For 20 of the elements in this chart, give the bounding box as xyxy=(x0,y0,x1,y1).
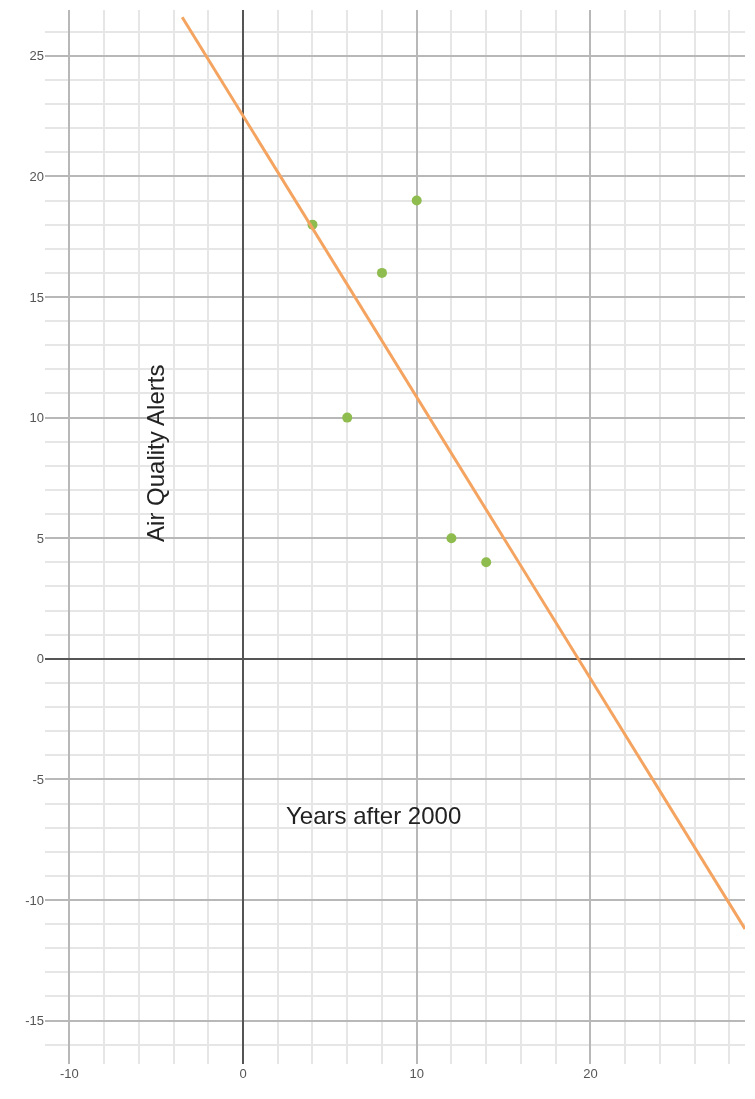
y-axis-title: Air Quality Alerts xyxy=(142,364,170,542)
x-axis-title: Years after 2000 xyxy=(286,802,462,829)
y-tick-label: 15 xyxy=(29,289,44,305)
point xyxy=(481,557,492,568)
point xyxy=(376,267,387,278)
y-tick-label: 25 xyxy=(29,48,44,64)
y-tick-label: 20 xyxy=(29,168,44,184)
y-tick-label: 5 xyxy=(36,530,44,546)
y-tick-label: -10 xyxy=(25,892,44,908)
x-tick-label: -10 xyxy=(59,1066,79,1081)
x-tick-label: 10 xyxy=(409,1066,424,1081)
y-tick-label: -5 xyxy=(32,771,44,787)
point xyxy=(411,195,422,206)
y-tick-label: 0 xyxy=(36,651,44,667)
point xyxy=(446,533,457,544)
y-tick-label: 10 xyxy=(29,410,44,426)
point xyxy=(342,412,353,423)
y-tick-label: -15 xyxy=(25,1013,44,1029)
x-tick-label: 0 xyxy=(239,1066,247,1081)
x-tick-label: 20 xyxy=(583,1066,598,1081)
